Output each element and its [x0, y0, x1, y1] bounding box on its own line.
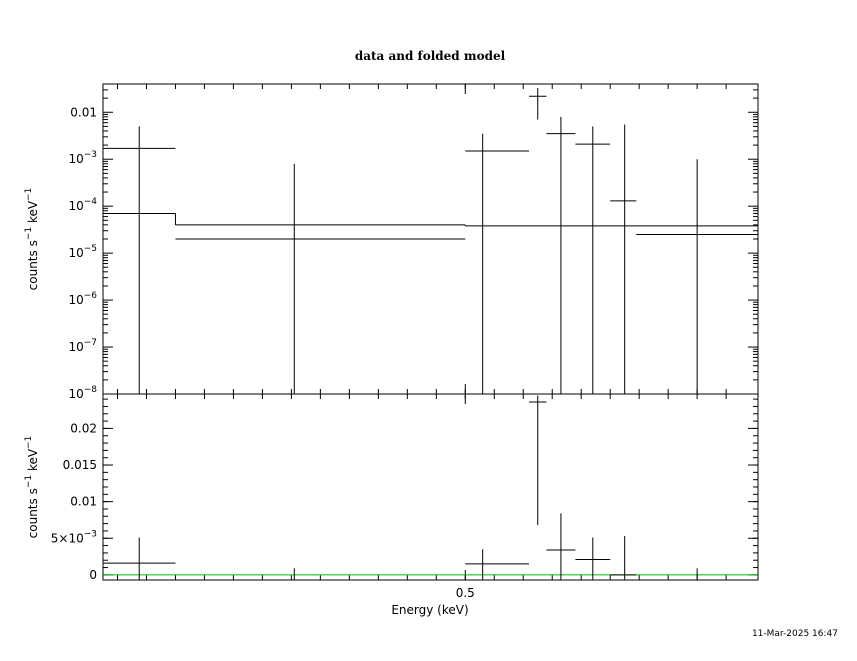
top-panel-y-ticks: 0.01 10−3 10−4 10−5 10−6 10−7 10−8 — [68, 89, 758, 401]
bottom-ytick-label: 0.02 — [70, 421, 97, 435]
top-ytick-label: 0.01 — [70, 105, 97, 119]
bottom-ytick-label: 0 — [89, 568, 97, 582]
x-axis-label: Energy (keV) — [391, 603, 468, 617]
top-panel-marks — [103, 87, 758, 394]
top-ytick-label: 10−5 — [68, 244, 97, 260]
bottom-panel-frame — [102, 393, 759, 581]
top-ytick-label: 10−8 — [68, 385, 97, 401]
top-ytick-label: 10−4 — [68, 197, 97, 213]
bottom-ytick-label: 0.015 — [63, 458, 97, 472]
top-panel-ylabel: counts s−1 keV−1 — [24, 188, 40, 291]
bottom-ytick-label: 5×10−3 — [51, 529, 97, 545]
bottom-panel-y-ticks: 0.02 0.015 0.01 5×10−3 0 — [51, 398, 758, 582]
x-axis-ticks: 0.5 — [116, 84, 727, 600]
bottom-ytick-label: 0.01 — [70, 495, 97, 509]
bottom-panel-ylabel: counts s−1 keV−1 — [24, 436, 40, 539]
top-ytick-label: 10−6 — [68, 291, 97, 307]
xtick-label: 0.5 — [456, 586, 475, 600]
timestamp: 11-Mar-2025 16:47 — [752, 629, 838, 639]
bottom-panel-marks — [103, 395, 758, 580]
chart-title: data and folded model — [355, 49, 506, 63]
top-ytick-label: 10−3 — [68, 150, 97, 166]
top-ytick-label: 10−7 — [68, 338, 97, 354]
